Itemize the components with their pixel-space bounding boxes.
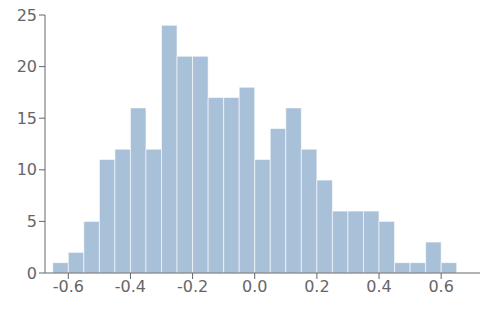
svg-text:20: 20 xyxy=(17,57,37,76)
svg-text:-0.6: -0.6 xyxy=(53,277,84,296)
svg-text:0.6: 0.6 xyxy=(428,277,453,296)
svg-text:-0.2: -0.2 xyxy=(177,277,208,296)
svg-text:0: 0 xyxy=(27,264,37,283)
svg-text:0.0: 0.0 xyxy=(242,277,267,296)
svg-text:15: 15 xyxy=(17,109,37,128)
svg-text:-0.4: -0.4 xyxy=(115,277,146,296)
svg-text:0.2: 0.2 xyxy=(304,277,329,296)
svg-text:0.4: 0.4 xyxy=(366,277,391,296)
svg-text:5: 5 xyxy=(27,212,37,231)
svg-text:25: 25 xyxy=(17,6,37,25)
svg-text:10: 10 xyxy=(17,160,37,179)
